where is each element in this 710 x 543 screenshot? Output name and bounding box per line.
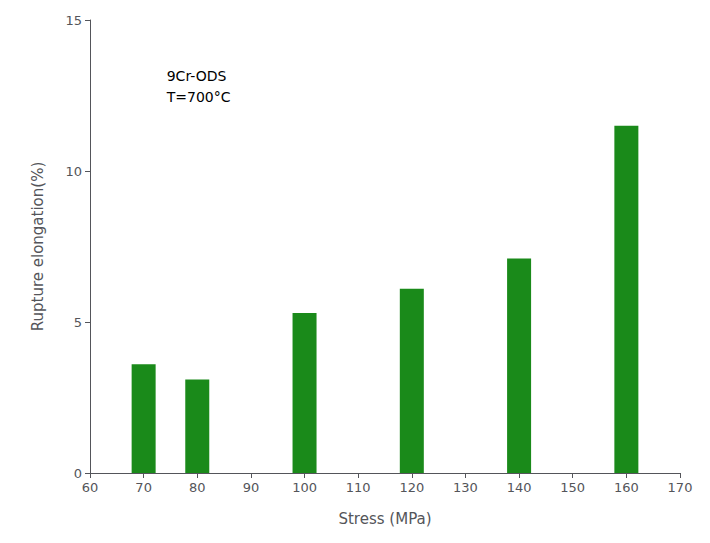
svg-text:60: 60: [82, 480, 99, 495]
svg-text:130: 130: [453, 480, 478, 495]
svg-text:70: 70: [135, 480, 152, 495]
svg-text:80: 80: [189, 480, 206, 495]
svg-text:5: 5: [74, 315, 82, 330]
svg-text:Rupture elongation(%): Rupture elongation(%): [29, 162, 47, 331]
svg-text:110: 110: [346, 480, 371, 495]
svg-text:T=700°C: T=700°C: [166, 89, 231, 105]
svg-text:Stress (MPa): Stress (MPa): [338, 510, 431, 528]
svg-text:0: 0: [74, 466, 82, 481]
svg-text:150: 150: [560, 480, 585, 495]
svg-text:9Cr-ODS: 9Cr-ODS: [167, 68, 227, 84]
svg-text:170: 170: [668, 480, 693, 495]
svg-text:90: 90: [243, 480, 260, 495]
svg-text:160: 160: [614, 480, 639, 495]
svg-text:100: 100: [292, 480, 317, 495]
svg-text:10: 10: [65, 164, 82, 179]
svg-text:140: 140: [507, 480, 532, 495]
svg-text:120: 120: [399, 480, 424, 495]
svg-text:15: 15: [65, 13, 82, 28]
